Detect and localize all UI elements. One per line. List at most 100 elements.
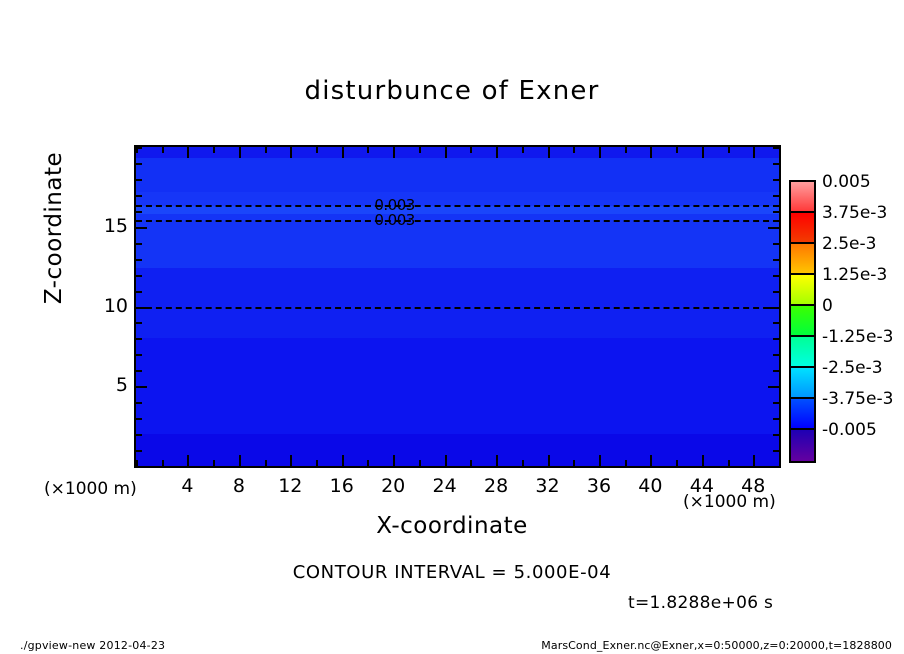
x-tick-top	[341, 147, 344, 158]
colorbar-tick-label: 1.25e-3	[822, 265, 888, 285]
y-tick-left	[136, 418, 142, 421]
x-tick-top	[316, 147, 319, 153]
y-tick-right	[773, 434, 779, 437]
x-tick-top	[624, 147, 627, 153]
y-tick-label: 15	[103, 214, 128, 237]
y-tick-left	[136, 147, 142, 149]
x-tick-top	[779, 147, 781, 153]
colorbar-segment	[791, 244, 814, 275]
colorbar-tick-label: -2.5e-3	[822, 358, 883, 378]
x-tick-top	[444, 147, 447, 158]
x-tick-label: 24	[432, 475, 457, 497]
y-tick-right	[773, 450, 779, 453]
colorbar	[789, 180, 816, 463]
x-tick-label: 12	[278, 475, 303, 497]
x-tick-bottom	[573, 460, 576, 466]
y-axis-unit-label: (×1000 m)	[44, 479, 137, 499]
x-tick-bottom	[624, 460, 627, 466]
x-tick-bottom	[187, 455, 190, 466]
colorbar-segment	[791, 399, 814, 430]
x-tick-bottom	[753, 455, 756, 466]
contour-band	[136, 147, 779, 159]
y-tick-right	[773, 322, 779, 325]
y-tick-left	[136, 242, 142, 245]
x-tick-bottom	[470, 460, 473, 466]
x-tick-bottom	[727, 460, 730, 466]
y-tick-left	[136, 354, 142, 357]
x-tick-top	[367, 147, 370, 153]
footer-source-text: MarsCond_Exner.nc@Exner,x=0:50000,z=0:20…	[541, 639, 892, 652]
y-tick-left	[136, 258, 142, 261]
x-tick-top	[753, 147, 756, 158]
y-tick-right	[773, 210, 779, 213]
colorbar-tick-label: 0	[822, 296, 833, 316]
plot-area: 0.003 0.003	[134, 145, 781, 468]
y-tick-right	[773, 370, 779, 373]
contour-band	[136, 158, 779, 192]
footer-command-text: ./gpview-new 2012-04-23	[20, 639, 166, 652]
x-tick-top	[187, 147, 190, 158]
x-tick-top	[701, 147, 704, 158]
x-axis-label: X-coordinate	[376, 513, 528, 539]
x-tick-top	[676, 147, 679, 153]
y-axis-label: Z-coordinate	[41, 151, 67, 305]
colorbar-segment	[791, 275, 814, 306]
y-tick-left	[136, 290, 142, 293]
x-tick-label: 20	[381, 475, 406, 497]
y-tick-left	[136, 450, 142, 453]
x-tick-label: 32	[535, 475, 560, 497]
y-tick-right	[773, 290, 779, 293]
x-tick-label: 40	[638, 475, 663, 497]
y-tick-right	[773, 258, 779, 261]
y-tick-left	[136, 386, 147, 389]
y-tick-left	[136, 322, 142, 325]
x-tick-top	[161, 147, 164, 153]
x-tick-label: 16	[329, 475, 354, 497]
contour-band	[136, 206, 779, 214]
y-tick-right	[773, 178, 779, 181]
x-tick-bottom	[213, 460, 216, 466]
y-tick-label: 10	[103, 294, 128, 317]
x-tick-bottom	[341, 455, 344, 466]
x-tick-bottom	[161, 460, 164, 466]
contour-line	[136, 219, 779, 222]
x-tick-bottom	[316, 460, 319, 466]
x-tick-top	[136, 147, 138, 153]
x-axis-unit-label: (×1000 m)	[683, 492, 776, 512]
x-tick-label: 4	[181, 475, 194, 497]
page-title: disturbunce of Exner	[304, 76, 600, 106]
y-tick-left	[136, 210, 142, 213]
x-tick-top	[521, 147, 524, 153]
colorbar-tick-label: -3.75e-3	[822, 389, 894, 409]
y-tick-right	[773, 274, 779, 277]
contour-band	[136, 213, 779, 269]
x-tick-bottom	[264, 460, 267, 466]
y-tick-left	[136, 434, 142, 437]
y-tick-left	[136, 338, 142, 341]
x-tick-bottom	[393, 455, 396, 466]
colorbar-segment	[791, 337, 814, 368]
x-tick-top	[496, 147, 499, 158]
y-tick-left	[136, 194, 142, 197]
y-tick-right	[773, 418, 779, 421]
colorbar-segment	[791, 213, 814, 244]
colorbar-segment	[791, 182, 814, 213]
contour-band	[136, 338, 779, 435]
contour-value-label: 0.003	[374, 210, 415, 229]
x-tick-label: 8	[232, 475, 245, 497]
x-tick-bottom	[238, 455, 241, 466]
x-tick-top	[213, 147, 216, 153]
x-tick-bottom	[650, 455, 653, 466]
x-tick-bottom	[136, 460, 138, 466]
contour-line	[136, 307, 779, 310]
colorbar-tick-label: 3.75e-3	[822, 203, 888, 223]
colorbar-segment	[791, 306, 814, 337]
y-tick-right	[773, 242, 779, 245]
contour-interval-caption: CONTOUR INTERVAL = 5.000E-04	[292, 562, 612, 583]
y-tick-label: 5	[115, 374, 128, 397]
y-tick-left	[136, 178, 142, 181]
y-tick-left	[136, 370, 142, 373]
y-tick-right	[773, 466, 779, 468]
x-tick-bottom	[779, 460, 781, 466]
contour-line	[136, 205, 779, 208]
